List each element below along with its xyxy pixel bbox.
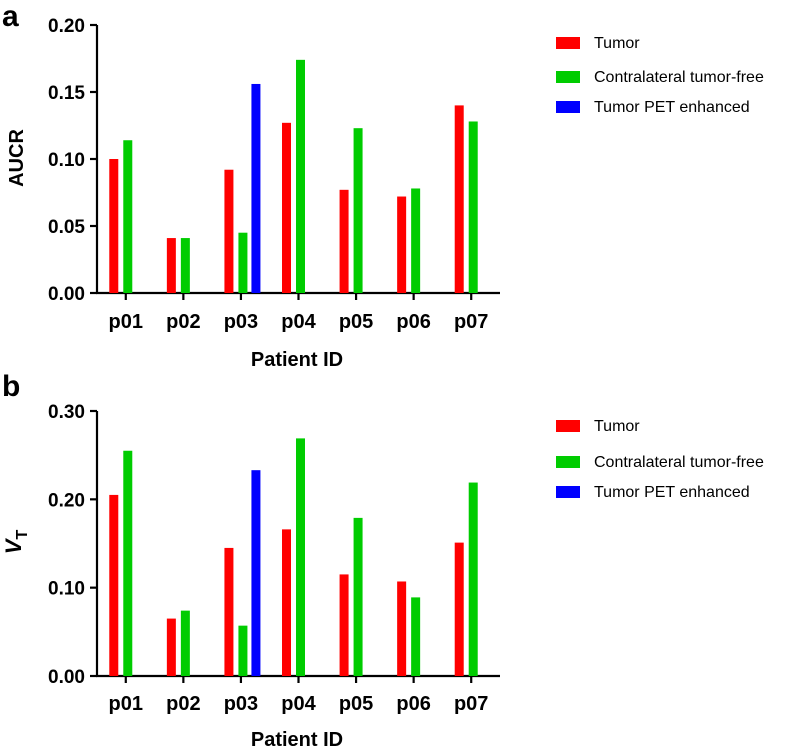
legend-swatch-contralateral-b	[556, 456, 580, 468]
plot-area-b: 0.00 0.10 0.20 0.30 p01 p02 p03 p04 p05 p06 p07	[48, 402, 500, 715]
bar-contralateral-p03-a	[238, 232, 248, 293]
bar-tumor-p01-a	[109, 159, 119, 293]
x-tick-label-p07-a: p07	[454, 311, 488, 333]
bar-contralateral-p02-a	[180, 238, 190, 293]
bar-tumor-p07-b	[454, 542, 464, 676]
y-tick-label-a: 0.05	[48, 217, 85, 238]
bar-contralateral-p05-b	[353, 517, 363, 676]
bar-contralateral-p06-a	[411, 188, 421, 293]
y-tick-label-b: 0.10	[48, 579, 85, 600]
legend-swatch-pet-enhanced-b	[556, 486, 580, 498]
y-axis-title-b: VT	[1, 530, 31, 555]
legend-label-pet-enhanced-b: Tumor PET enhanced	[594, 484, 750, 501]
bar-tumor-p06-a	[397, 196, 407, 293]
bar-contralateral-p06-b	[411, 597, 421, 676]
plot-area-a: 0.00 0.05 0.10 0.15 0.20 p01 p02 p03 p04 p05 p06 p0…	[48, 16, 500, 333]
legend-swatch-contralateral-a	[556, 71, 580, 83]
y-axis-title-b-sub: T	[14, 530, 31, 540]
x-tick-label-p04-b: p04	[281, 693, 316, 715]
x-tick-label-p04-a: p04	[281, 311, 316, 333]
x-tick-label-p01-b: p01	[109, 693, 143, 715]
y-tick-label-b: 0.20	[48, 490, 85, 511]
bar-tumor-p06-b	[397, 581, 407, 676]
x-tick-label-p03-b: p03	[224, 693, 258, 715]
bar-contralateral-p01-a	[123, 140, 133, 293]
y-tick-label-b: 0.30	[48, 402, 85, 423]
x-tick-label-p06-a: p06	[396, 311, 430, 333]
legend-swatch-tumor-b	[556, 420, 580, 432]
bar-tumor-p05-b	[339, 574, 349, 676]
panel-a: a 0.00 0.05 0.10 0.15 0.20 p01 p02 p03 p04 p05 p06…	[2, 0, 764, 371]
y-tick-label-a: 0.15	[48, 83, 85, 104]
bar-pet_enhanced-p03-a	[251, 83, 261, 294]
bar-tumor-p04-a	[282, 122, 291, 293]
legend-label-pet-enhanced-a: Tumor PET enhanced	[594, 99, 750, 116]
y-axis-title-b-main: V	[1, 537, 26, 554]
bar-pet_enhanced-p03-b	[251, 470, 261, 676]
x-tick-label-p06-b: p06	[396, 693, 430, 715]
y-tick-label-a: 0.00	[48, 284, 85, 305]
x-tick-label-p03-a: p03	[224, 311, 258, 333]
x-tick-label-p02-a: p02	[166, 311, 200, 333]
x-axis-title-b: Patient ID	[251, 729, 343, 751]
bar-tumor-p03-b	[224, 547, 234, 676]
y-axis-title-a: AUCR	[6, 129, 28, 187]
bar-contralateral-p01-b	[123, 450, 133, 676]
x-tick-label-p02-b: p02	[166, 693, 200, 715]
bar-contralateral-p07-b	[468, 482, 478, 676]
bar-tumor-p01-b	[109, 494, 119, 676]
bar-contralateral-p05-a	[353, 128, 363, 293]
bar-tumor-p07-a	[454, 105, 464, 294]
y-tick-label-b: 0.00	[48, 667, 85, 688]
legend-label-tumor-b: Tumor	[594, 418, 640, 435]
bar-tumor-p02-b	[166, 618, 176, 676]
legend-a: Tumor Contralateral tumor-free Tumor PET…	[556, 35, 764, 116]
y-tick-label-a: 0.20	[48, 16, 85, 37]
bar-tumor-p04-b	[282, 529, 291, 676]
bar-tumor-p02-a	[166, 238, 176, 293]
panel-letter-b: b	[2, 370, 20, 403]
x-tick-label-p05-b: p05	[339, 693, 373, 715]
y-tick-label-a: 0.10	[48, 150, 85, 171]
legend-swatch-pet-enhanced-a	[556, 101, 580, 113]
x-axis-title-a: Patient ID	[251, 349, 343, 371]
legend-b: Tumor Contralateral tumor-free Tumor PET…	[556, 418, 764, 501]
legend-swatch-tumor-a	[556, 37, 580, 49]
bar-tumor-p05-a	[339, 189, 349, 293]
bar-contralateral-p07-a	[468, 121, 478, 293]
bar-contralateral-p04-b	[296, 438, 305, 676]
legend-label-contralateral-b: Contralateral tumor-free	[594, 454, 764, 471]
bar-contralateral-p02-b	[180, 610, 190, 676]
legend-label-contralateral-a: Contralateral tumor-free	[594, 69, 764, 86]
bar-tumor-p03-a	[224, 169, 234, 293]
x-tick-label-p07-b: p07	[454, 693, 488, 715]
bar-contralateral-p04-a	[296, 59, 305, 294]
panel-letter-a: a	[2, 0, 19, 33]
x-tick-label-p01-a: p01	[109, 311, 143, 333]
x-tick-label-p05-a: p05	[339, 311, 373, 333]
legend-label-tumor-a: Tumor	[594, 35, 640, 52]
bar-contralateral-p03-b	[238, 625, 248, 676]
